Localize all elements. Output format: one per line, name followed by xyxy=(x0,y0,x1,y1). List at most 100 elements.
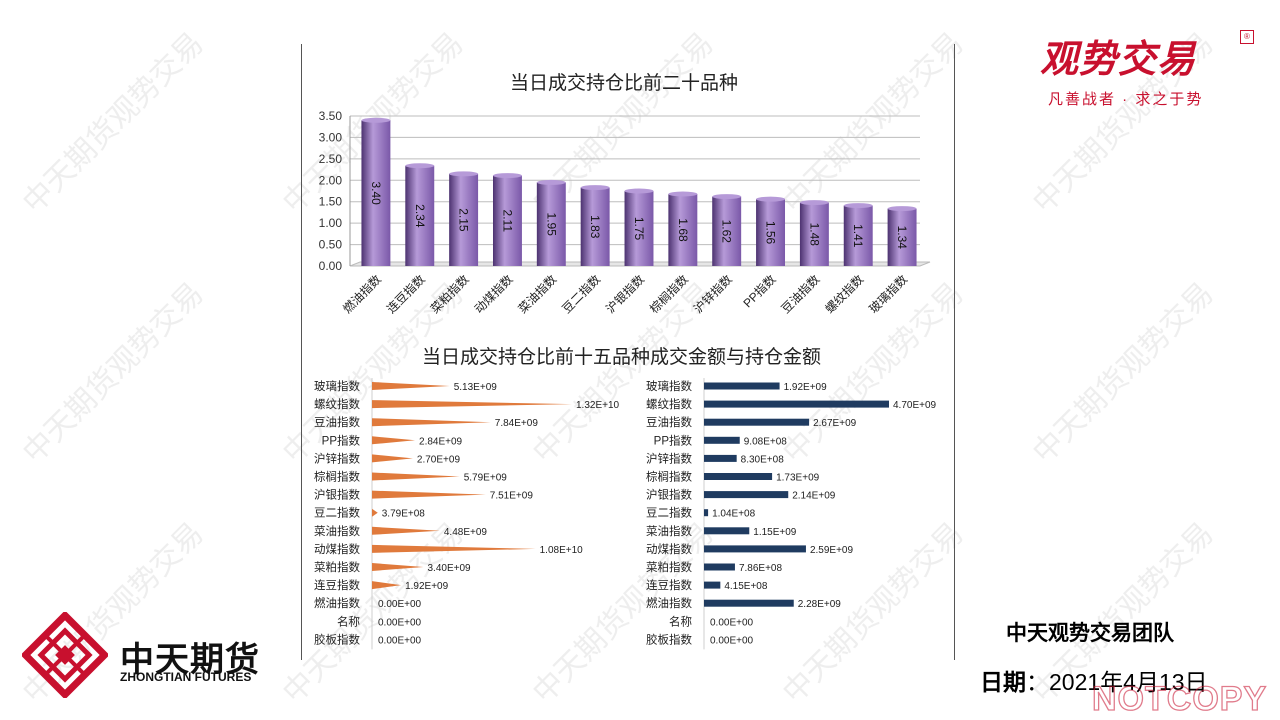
chart1-bar-top xyxy=(799,200,829,206)
right-divider xyxy=(954,44,955,660)
chart1-category-label: 菜粕指数 xyxy=(427,272,472,317)
chart2-turnover-category-label: 沪银指数 xyxy=(314,488,360,502)
chart1-bar-top xyxy=(887,206,917,212)
chart2-turnover-category-label: 胶板指数 xyxy=(314,632,360,646)
chart1-data-label: 1.56 xyxy=(764,221,778,245)
company-name-cn: 中天期货 xyxy=(120,641,260,679)
chart1-bar xyxy=(843,205,873,266)
chart2-turnover-category-label: 菜油指数 xyxy=(314,524,360,538)
date-value: 2021年4月13日 xyxy=(1049,669,1208,695)
chart1-data-label: 2.34 xyxy=(413,204,427,228)
chart2-turnover-data-label: 0.00E+00 xyxy=(378,617,422,628)
chart1-data-label: 1.62 xyxy=(720,220,734,244)
chart1-bar-top xyxy=(361,117,391,123)
chart2-turnover-bar xyxy=(372,526,440,535)
chart2-position-data-label: 2.67E+09 xyxy=(813,418,857,429)
chart1-y-tick: 1.50 xyxy=(319,195,343,209)
watermark-text: 中天期货观势交易 xyxy=(17,27,210,220)
notcopy-text: NOTCOPY xyxy=(1092,680,1267,716)
chart2-position-category-label: 名称 xyxy=(669,614,692,628)
chart2-position-bar xyxy=(704,563,735,571)
chart2-position-bar xyxy=(704,599,794,607)
chart2-turnover-data-label: 0.00E+00 xyxy=(378,635,422,646)
chart2-turnover-data-label: 3.79E+08 xyxy=(382,509,426,520)
chart1-bar-top xyxy=(580,185,610,191)
chart2-turnover-category-label: 玻璃指数 xyxy=(314,379,360,393)
chart2-turnover-bar xyxy=(372,400,572,409)
chart2-turnover-data-label: 0.00E+00 xyxy=(378,599,422,610)
guanshi-logo: 观势交易 ® 凡善战者 · 求之于势 xyxy=(1040,28,1254,114)
chart1-bar-top xyxy=(405,163,435,169)
chart2-position-bar xyxy=(704,509,709,517)
chart2-turnover-data-label: 3.40E+09 xyxy=(428,563,472,574)
chart2-position-category-label: PP指数 xyxy=(654,433,693,447)
chart2-turnover-bar xyxy=(372,563,424,571)
chart1-y-tick: 3.50 xyxy=(319,109,343,123)
chart2-position-data-label: 0.00E+00 xyxy=(710,617,754,628)
chart1-bar xyxy=(756,199,786,266)
chart2-title: 当日成交持仓比前十五品种成交金额与持仓金额 xyxy=(422,347,822,368)
chart1-category-label: 螺纹指数 xyxy=(822,272,867,317)
chart1-category-label: 豆油指数 xyxy=(778,272,823,317)
chart1-bar-top xyxy=(492,173,522,179)
chart2-position-bar xyxy=(704,527,750,535)
chart2-position-bar xyxy=(704,436,740,444)
watermark-text: 中天期货观势交易 xyxy=(17,277,210,470)
chart2-position-data-label: 1.73E+09 xyxy=(776,473,820,484)
chart2-turnover-data-label: 4.48E+09 xyxy=(444,527,488,538)
chart1-bar xyxy=(887,208,917,266)
chart1-bar xyxy=(449,173,479,266)
chart2-position-category-label: 动煤指数 xyxy=(646,542,692,556)
chart2-turnover-category-label: 沪锌指数 xyxy=(314,451,360,465)
chart1-category-label: 燃油指数 xyxy=(339,272,384,317)
chart1-data-label: 3.40 xyxy=(369,181,383,205)
zhongtian-logo: 中天期货 ZHONGTIAN FUTURES xyxy=(22,612,272,702)
chart2-position-data-label: 8.30E+08 xyxy=(741,454,785,465)
chart2-position-data-label: 2.28E+09 xyxy=(798,599,842,610)
chart1-category-label: 沪锌指数 xyxy=(690,272,735,317)
chart1-y-tick: 0.50 xyxy=(319,238,343,252)
chart2-position-bar xyxy=(704,473,773,480)
chart2-turnover-data-label: 1.92E+09 xyxy=(405,581,449,592)
chart2-turnover-data-label: 2.84E+09 xyxy=(419,436,463,447)
guanshi-logo-slogan: 凡善战者 · 求之于势 xyxy=(1048,91,1204,108)
chart1-data-label: 2.11 xyxy=(500,210,514,233)
chart2-position-category-label: 连豆指数 xyxy=(646,578,692,592)
chart1-bar-chart: 0.00 0.50 1.00 1.50 2.00 2.50 3.00 3.50 3.40 燃油指数… xyxy=(319,109,931,317)
chart1-y-tick: 1.00 xyxy=(319,216,343,230)
chart2-position-category-label: 棕榈指数 xyxy=(646,470,692,484)
chart1-category-label: 豆二指数 xyxy=(559,272,604,317)
chart2-turnover-data-label: 7.51E+09 xyxy=(490,491,534,502)
chart2-position-category-label: 玻璃指数 xyxy=(646,379,692,393)
chart2-turnover-category-label: 螺纹指数 xyxy=(314,397,360,411)
chart2-turnover-category-label: 名称 xyxy=(337,614,360,628)
chart1-category-label: 沪银指数 xyxy=(603,272,648,317)
chart1-data-label: 2.15 xyxy=(457,208,471,232)
chart2-turnover-bar xyxy=(372,436,416,445)
chart2-position-data-label: 1.92E+09 xyxy=(784,382,828,393)
chart2-position-category-label: 菜粕指数 xyxy=(646,560,692,574)
chart2-turnover-bar xyxy=(372,472,460,481)
chart1-y-tick: 3.00 xyxy=(319,130,343,144)
chart2-position-bar xyxy=(704,400,889,408)
chart2-amount-chart: 玻璃指数 5.13E+09 螺纹指数 1.32E+10 豆油指数 7.84E+09 PP指数… xyxy=(314,378,937,650)
guanshi-logo-title: 观势交易 xyxy=(1040,36,1197,81)
chart2-position-data-label: 2.14E+09 xyxy=(792,491,836,502)
chart2-position-data-label: 2.59E+09 xyxy=(810,545,854,556)
chart2-position-category-label: 螺纹指数 xyxy=(646,397,692,411)
chart1-data-label: 1.34 xyxy=(895,226,909,250)
chart2-position-data-label: 9.08E+08 xyxy=(744,436,788,447)
chart1-bar xyxy=(580,187,610,266)
notcopy-stamp: NOTCOPY xyxy=(1092,679,1267,716)
chart1-category-label: PP指数 xyxy=(740,272,779,311)
chart2-turnover-category-label: 豆油指数 xyxy=(314,415,360,429)
chart1-data-label: 1.41 xyxy=(851,224,865,248)
chart2-turnover-data-label: 2.70E+09 xyxy=(417,454,461,465)
chart1-bar xyxy=(668,194,698,266)
chart1-title: 当日成交持仓比前二十品种 xyxy=(510,73,739,94)
chart1-bar xyxy=(405,165,435,266)
chart2-position-bar xyxy=(704,581,721,589)
chart1-bar-top xyxy=(668,191,698,197)
date-separator: ： xyxy=(1026,669,1049,695)
chart1-category-label: 棕榈指数 xyxy=(646,272,691,317)
